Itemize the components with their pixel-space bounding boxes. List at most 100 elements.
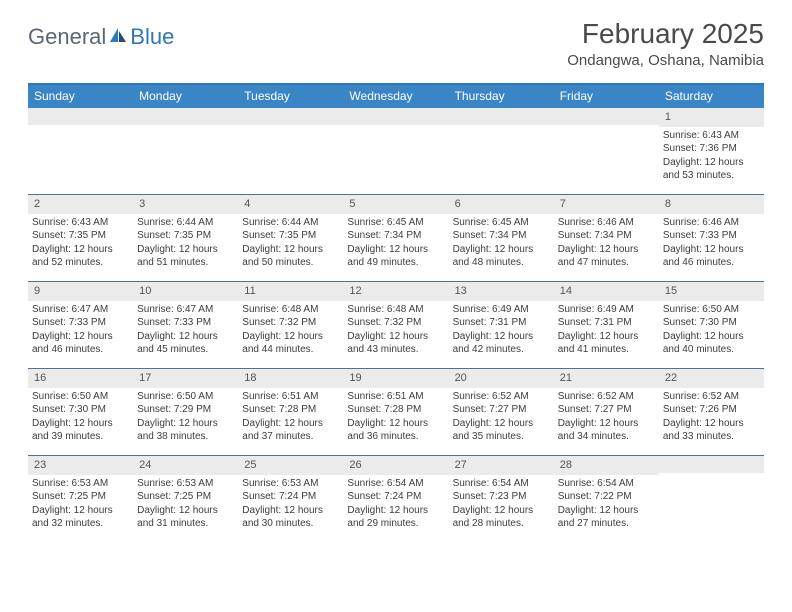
sunset-text: Sunset: 7:30 PM bbox=[663, 316, 760, 330]
calendar-day-cell: 9Sunrise: 6:47 AMSunset: 7:33 PMDaylight… bbox=[28, 282, 133, 368]
calendar-day-cell: 19Sunrise: 6:51 AMSunset: 7:28 PMDayligh… bbox=[343, 369, 448, 455]
sunrise-text: Sunrise: 6:49 AM bbox=[453, 303, 550, 317]
sunrise-text: Sunrise: 6:48 AM bbox=[242, 303, 339, 317]
calendar-day-cell: 21Sunrise: 6:52 AMSunset: 7:27 PMDayligh… bbox=[554, 369, 659, 455]
calendar-day-cell bbox=[238, 108, 343, 194]
day-number: 24 bbox=[133, 456, 238, 475]
sunset-text: Sunset: 7:24 PM bbox=[347, 490, 444, 504]
sunset-text: Sunset: 7:32 PM bbox=[242, 316, 339, 330]
sunrise-text: Sunrise: 6:54 AM bbox=[558, 477, 655, 491]
daylight-text: Daylight: 12 hours and 52 minutes. bbox=[32, 243, 129, 270]
sunrise-text: Sunrise: 6:54 AM bbox=[347, 477, 444, 491]
day-number: 7 bbox=[554, 195, 659, 214]
calendar-week-row: 1Sunrise: 6:43 AMSunset: 7:36 PMDaylight… bbox=[28, 108, 764, 195]
day-number: 18 bbox=[238, 369, 343, 388]
calendar-day-cell: 25Sunrise: 6:53 AMSunset: 7:24 PMDayligh… bbox=[238, 456, 343, 542]
day-number: 2 bbox=[28, 195, 133, 214]
calendar-day-cell: 1Sunrise: 6:43 AMSunset: 7:36 PMDaylight… bbox=[659, 108, 764, 194]
sunrise-text: Sunrise: 6:53 AM bbox=[242, 477, 339, 491]
weekday-header: Tuesday bbox=[238, 85, 343, 108]
calendar-day-cell: 14Sunrise: 6:49 AMSunset: 7:31 PMDayligh… bbox=[554, 282, 659, 368]
daylight-text: Daylight: 12 hours and 29 minutes. bbox=[347, 504, 444, 531]
sunset-text: Sunset: 7:33 PM bbox=[137, 316, 234, 330]
daylight-text: Daylight: 12 hours and 28 minutes. bbox=[453, 504, 550, 531]
sunset-text: Sunset: 7:28 PM bbox=[347, 403, 444, 417]
day-number: 22 bbox=[659, 369, 764, 388]
sunrise-text: Sunrise: 6:52 AM bbox=[453, 390, 550, 404]
daylight-text: Daylight: 12 hours and 45 minutes. bbox=[137, 330, 234, 357]
sunset-text: Sunset: 7:34 PM bbox=[558, 229, 655, 243]
sunrise-text: Sunrise: 6:47 AM bbox=[32, 303, 129, 317]
daylight-text: Daylight: 12 hours and 50 minutes. bbox=[242, 243, 339, 270]
sunrise-text: Sunrise: 6:43 AM bbox=[663, 129, 760, 143]
calendar-day-cell: 26Sunrise: 6:54 AMSunset: 7:24 PMDayligh… bbox=[343, 456, 448, 542]
calendar-day-cell: 28Sunrise: 6:54 AMSunset: 7:22 PMDayligh… bbox=[554, 456, 659, 542]
sunset-text: Sunset: 7:34 PM bbox=[347, 229, 444, 243]
day-number bbox=[343, 108, 448, 125]
sunrise-text: Sunrise: 6:44 AM bbox=[137, 216, 234, 230]
calendar-day-cell: 16Sunrise: 6:50 AMSunset: 7:30 PMDayligh… bbox=[28, 369, 133, 455]
daylight-text: Daylight: 12 hours and 46 minutes. bbox=[663, 243, 760, 270]
calendar-day-cell: 20 Sunrise: 6:52 AMSunset: 7:27 PMDayligh… bbox=[449, 369, 554, 455]
sunset-text: Sunset: 7:26 PM bbox=[663, 403, 760, 417]
sunrise-text: Sunrise: 6:46 AM bbox=[663, 216, 760, 230]
daylight-text: Daylight: 12 hours and 41 minutes. bbox=[558, 330, 655, 357]
weeks-container: 1Sunrise: 6:43 AMSunset: 7:36 PMDaylight… bbox=[28, 108, 764, 542]
title-block: February 2025 Ondangwa, Oshana, Namibia bbox=[567, 18, 764, 69]
sunset-text: Sunset: 7:27 PM bbox=[558, 403, 655, 417]
page-header: General Blue February 2025 Ondangwa, Osh… bbox=[0, 0, 792, 77]
sunrise-text: Sunrise: 6:46 AM bbox=[558, 216, 655, 230]
day-number: 27 bbox=[449, 456, 554, 475]
day-number: 21 bbox=[554, 369, 659, 388]
day-number: 19 bbox=[343, 369, 448, 388]
day-number: 20 bbox=[449, 369, 554, 388]
sunset-text: Sunset: 7:24 PM bbox=[242, 490, 339, 504]
daylight-text: Daylight: 12 hours and 36 minutes. bbox=[347, 417, 444, 444]
daylight-text: Daylight: 12 hours and 27 minutes. bbox=[558, 504, 655, 531]
daylight-text: Daylight: 12 hours and 34 minutes. bbox=[558, 417, 655, 444]
day-number: 11 bbox=[238, 282, 343, 301]
sunrise-text: Sunrise: 6:45 AM bbox=[453, 216, 550, 230]
sunrise-text: Sunrise: 6:50 AM bbox=[663, 303, 760, 317]
day-number bbox=[554, 108, 659, 125]
calendar: Sunday Monday Tuesday Wednesday Thursday… bbox=[28, 83, 764, 542]
calendar-day-cell bbox=[449, 108, 554, 194]
calendar-day-cell: 3Sunrise: 6:44 AMSunset: 7:35 PMDaylight… bbox=[133, 195, 238, 281]
calendar-day-cell: 13Sunrise: 6:49 AMSunset: 7:31 PMDayligh… bbox=[449, 282, 554, 368]
sunrise-text: Sunrise: 6:51 AM bbox=[242, 390, 339, 404]
day-number: 17 bbox=[133, 369, 238, 388]
daylight-text: Daylight: 12 hours and 53 minutes. bbox=[663, 156, 760, 183]
daylight-text: Daylight: 12 hours and 31 minutes. bbox=[137, 504, 234, 531]
calendar-day-cell bbox=[554, 108, 659, 194]
daylight-text: Daylight: 12 hours and 47 minutes. bbox=[558, 243, 655, 270]
sunset-text: Sunset: 7:27 PM bbox=[453, 403, 550, 417]
calendar-day-cell: 2Sunrise: 6:43 AMSunset: 7:35 PMDaylight… bbox=[28, 195, 133, 281]
sunset-text: Sunset: 7:34 PM bbox=[453, 229, 550, 243]
weekday-header: Sunday bbox=[28, 85, 133, 108]
weekday-header: Monday bbox=[133, 85, 238, 108]
calendar-day-cell: 11Sunrise: 6:48 AMSunset: 7:32 PMDayligh… bbox=[238, 282, 343, 368]
daylight-text: Daylight: 12 hours and 35 minutes. bbox=[453, 417, 550, 444]
calendar-day-cell bbox=[659, 456, 764, 542]
day-number: 1 bbox=[659, 108, 764, 127]
daylight-text: Daylight: 12 hours and 38 minutes. bbox=[137, 417, 234, 444]
day-number: 12 bbox=[343, 282, 448, 301]
daylight-text: Daylight: 12 hours and 48 minutes. bbox=[453, 243, 550, 270]
daylight-text: Daylight: 12 hours and 33 minutes. bbox=[663, 417, 760, 444]
day-number: 25 bbox=[238, 456, 343, 475]
calendar-week-row: 9Sunrise: 6:47 AMSunset: 7:33 PMDaylight… bbox=[28, 282, 764, 369]
day-number bbox=[659, 456, 764, 473]
weekday-header: Thursday bbox=[449, 85, 554, 108]
sunset-text: Sunset: 7:31 PM bbox=[453, 316, 550, 330]
sunrise-text: Sunrise: 6:44 AM bbox=[242, 216, 339, 230]
logo-text-general: General bbox=[28, 24, 106, 50]
daylight-text: Daylight: 12 hours and 40 minutes. bbox=[663, 330, 760, 357]
day-number bbox=[133, 108, 238, 125]
sunrise-text: Sunrise: 6:54 AM bbox=[453, 477, 550, 491]
sunset-text: Sunset: 7:23 PM bbox=[453, 490, 550, 504]
calendar-day-cell: 23Sunrise: 6:53 AMSunset: 7:25 PMDayligh… bbox=[28, 456, 133, 542]
sunrise-text: Sunrise: 6:53 AM bbox=[137, 477, 234, 491]
sunrise-text: Sunrise: 6:53 AM bbox=[32, 477, 129, 491]
calendar-day-cell: 17Sunrise: 6:50 AMSunset: 7:29 PMDayligh… bbox=[133, 369, 238, 455]
weekday-header-row: Sunday Monday Tuesday Wednesday Thursday… bbox=[28, 85, 764, 108]
